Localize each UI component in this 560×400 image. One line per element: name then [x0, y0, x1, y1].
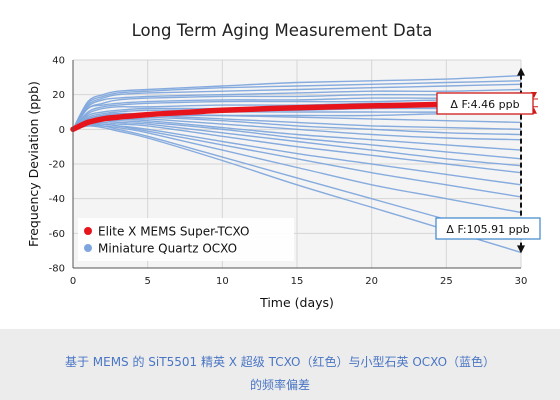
arrow-head-up: [517, 67, 525, 76]
ocxo-series-line: [72, 125, 522, 254]
y-axis-label: Frequency Deviation (ppb): [26, 81, 41, 247]
ocxo-series-line: [72, 74, 522, 130]
chart-title: Long Term Aging Measurement Data: [132, 21, 433, 40]
y-tick-label: -20: [49, 160, 65, 171]
x-tick-label: 25: [440, 276, 453, 287]
axes: -80 -60 -40 -20 0 20 40 0 5 10 15 20 25 30: [49, 56, 528, 288]
x-tick-label: 0: [70, 276, 76, 287]
ocxo-series-line: [72, 122, 522, 198]
figure-caption: 基于 MEMS 的 SiT5501 精英 X 超级 TCXO（红色）与小型石英 …: [0, 329, 560, 400]
y-tick-label: -80: [49, 264, 65, 275]
x-tick-label: 30: [515, 276, 528, 287]
legend-box: [78, 218, 294, 261]
x-tick-label: 20: [365, 276, 378, 287]
caption-line-2: 的频率偏差: [249, 378, 310, 392]
legend-label: Miniature Quartz OCXO: [98, 242, 237, 256]
legend-marker: [84, 227, 92, 235]
x-tick-label: 5: [144, 276, 150, 287]
y-tick-label: 20: [52, 90, 65, 101]
x-tick-label: 10: [216, 276, 229, 287]
y-tick-label: 40: [52, 56, 65, 67]
caption-line-1: 基于 MEMS 的 SiT5501 精英 X 超级 TCXO（红色）与小型石英 …: [64, 355, 496, 369]
x-tick-label: 15: [291, 276, 304, 287]
ocxo-series-line: [72, 114, 522, 130]
ocxo-delta-label: Δ F:105.91 ppb: [446, 223, 529, 236]
legend-marker: [84, 244, 92, 252]
ocxo-series-line: [72, 92, 522, 130]
ocxo-series-line: [72, 95, 522, 130]
tcxo-delta-label: Δ F:4.46 ppb: [450, 98, 519, 111]
ocxo-series-line: [72, 83, 522, 130]
chart-figure: Long Term Aging Measurement Data -80-60-…: [26, 21, 541, 310]
y-tick-label: 0: [59, 125, 65, 136]
legend-label: Elite X MEMS Super-TCXO: [98, 225, 249, 239]
series-layer: [70, 74, 524, 254]
ocxo-series-line: [72, 124, 522, 240]
ocxo-series-line: [72, 80, 522, 130]
y-tick-label: -40: [49, 194, 65, 205]
tcxo-series-line: [70, 99, 524, 133]
ocxo-series-line: [72, 88, 522, 130]
ocxo-delta-box: [435, 217, 541, 240]
ocxo-series-line: [72, 99, 522, 130]
tcxo-delta-box: [436, 92, 534, 115]
x-axis-label: Time (days): [259, 295, 334, 310]
legend: Elite X MEMS Super-TCXO Miniature Quartz …: [78, 218, 294, 261]
annotations: Δ F:4.46 ppb Δ F:105.91 ppb: [435, 67, 541, 254]
y-tick-label: -60: [49, 229, 65, 240]
arrow-head-down: [517, 245, 525, 254]
